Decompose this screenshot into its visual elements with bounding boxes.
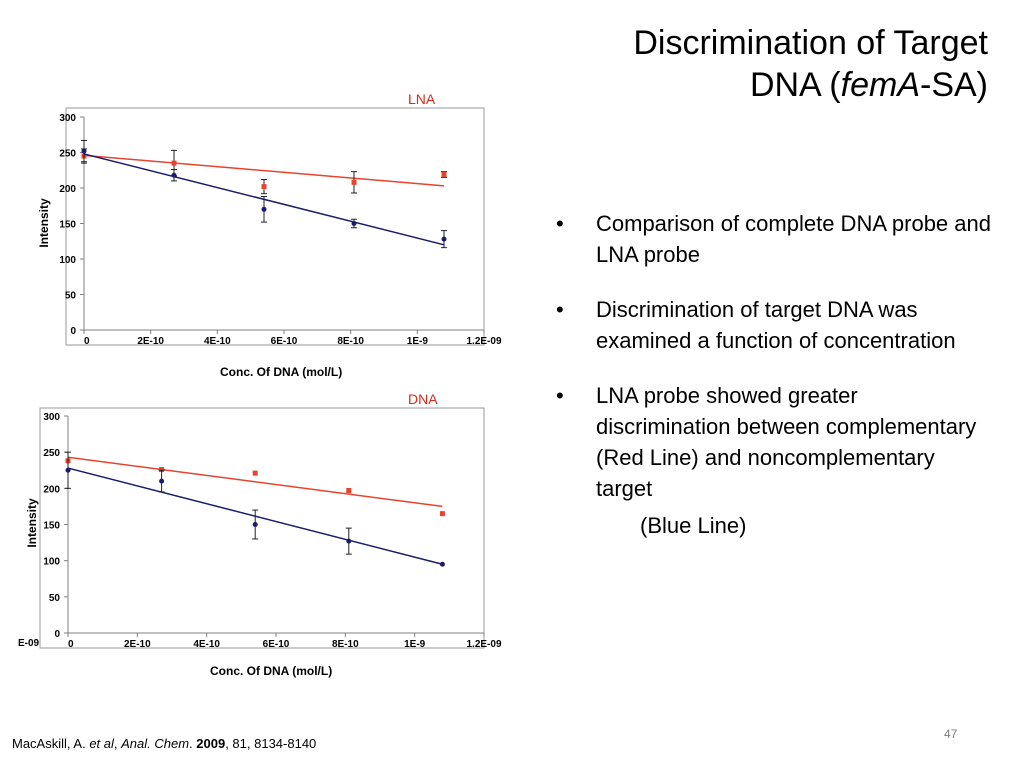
y-tick-label: 0 bbox=[54, 629, 60, 640]
x-tick-label: 2E-10 bbox=[137, 336, 164, 347]
blue-data-point bbox=[65, 467, 71, 473]
bullet-list: • Comparison of complete DNA probe and L… bbox=[556, 208, 996, 565]
bullet-text: Discrimination of target DNA was examine… bbox=[596, 297, 956, 353]
blue-data-point bbox=[261, 206, 267, 212]
bullet-dot-icon: • bbox=[556, 297, 564, 322]
bullet-item: • Comparison of complete DNA probe and L… bbox=[556, 208, 996, 270]
citation-etal: et al bbox=[89, 736, 114, 751]
red-data-point bbox=[441, 172, 447, 178]
y-tick-label: 200 bbox=[43, 484, 60, 495]
citation: MacAskill, A. et al, Anal. Chem. 2009, 8… bbox=[12, 736, 317, 751]
blue-data-point bbox=[346, 538, 352, 544]
title-line-1: Discrimination of Target bbox=[633, 24, 988, 62]
page-number: 47 bbox=[944, 727, 958, 741]
x-tick-label: 6E-10 bbox=[263, 639, 290, 650]
title-line-2: DNA (femA-SA) bbox=[468, 64, 988, 106]
bullet-item: • Discrimination of target DNA was exami… bbox=[556, 294, 996, 356]
title-line-2-pre: DNA ( bbox=[749, 66, 841, 104]
slide-title: Discrimination of Target DNA (femA-SA) bbox=[468, 22, 988, 106]
x-tick-label: 2E-10 bbox=[124, 639, 151, 650]
title-line-2-post: -SA) bbox=[920, 66, 988, 104]
red-data-point bbox=[351, 179, 357, 185]
red-data-point bbox=[346, 488, 352, 494]
blue-data-point bbox=[439, 561, 445, 567]
bullet-dot-icon: • bbox=[556, 383, 564, 408]
red-data-point bbox=[159, 467, 165, 473]
citation-authors: MacAskill, A. bbox=[12, 736, 86, 751]
red-data-point bbox=[261, 184, 267, 190]
x-tick-label: 8E-10 bbox=[332, 639, 359, 650]
bullet-subtext: (Blue Line) bbox=[640, 513, 747, 538]
y-axis-label: Intensity bbox=[37, 198, 51, 248]
chart-2-label: DNA bbox=[408, 391, 438, 407]
red-data-point bbox=[252, 470, 258, 476]
bullet-text: LNA probe showed greater discrimination … bbox=[596, 383, 977, 501]
x-tick-label: 0 bbox=[84, 336, 90, 347]
bullet-dot-icon: • bbox=[556, 211, 564, 236]
citation-year: 2009 bbox=[196, 736, 226, 751]
y-tick-label: 100 bbox=[43, 557, 60, 568]
bullet-text: Comparison of complete DNA probe and LNA… bbox=[596, 211, 991, 267]
red-data-point bbox=[171, 160, 177, 166]
y-tick-label: 300 bbox=[59, 113, 76, 124]
red-data-point bbox=[439, 511, 445, 517]
x-tick-label: 1.2E-09 bbox=[466, 336, 501, 347]
blue-data-point bbox=[351, 221, 357, 226]
chart-2-frame bbox=[39, 407, 485, 649]
y-tick-label: 150 bbox=[43, 521, 60, 532]
y-tick-label: 200 bbox=[59, 184, 76, 195]
blue-data-point bbox=[171, 172, 177, 178]
chart-2-xlabel: Conc. Of DNA (mol/L) bbox=[210, 664, 333, 678]
red-trend-line bbox=[83, 154, 445, 187]
x-tick-label: 6E-10 bbox=[271, 336, 298, 347]
blue-data-point bbox=[441, 236, 447, 242]
red-trend-line bbox=[67, 456, 443, 508]
y-tick-label: 150 bbox=[59, 220, 76, 231]
chart-1-label: LNA bbox=[408, 91, 436, 107]
citation-journal: Anal. Chem bbox=[121, 736, 190, 751]
y-tick-label: 300 bbox=[43, 412, 60, 423]
x-tick-label: 4E-10 bbox=[193, 639, 220, 650]
title-line-2-gene: femA bbox=[840, 66, 920, 104]
x-tick-label: 8E-10 bbox=[337, 336, 364, 347]
x-tick-label: 4E-10 bbox=[204, 336, 231, 347]
x-tick-label: 1E-9 bbox=[404, 639, 426, 650]
y-tick-label: 0 bbox=[70, 326, 76, 337]
y-tick-label: 50 bbox=[49, 593, 61, 604]
y-tick-label: 250 bbox=[43, 448, 60, 459]
blue-data-point bbox=[81, 148, 87, 154]
x-tick-label: 1.2E-09 bbox=[466, 639, 501, 650]
x-tick-label: 0 bbox=[68, 639, 74, 650]
y-axis-label: Intensity bbox=[25, 498, 39, 548]
blue-data-point bbox=[252, 522, 258, 527]
blue-data-point bbox=[159, 478, 165, 484]
y-tick-label: 100 bbox=[59, 255, 76, 266]
y-tick-label: 250 bbox=[59, 149, 76, 160]
chart-1-xlabel: Conc. Of DNA (mol/L) bbox=[220, 365, 343, 379]
citation-rest: , 81, 8134-8140 bbox=[225, 736, 317, 751]
bullet-item: • LNA probe showed greater discriminatio… bbox=[556, 380, 996, 541]
x-extra-tick-label: E-09 bbox=[18, 638, 40, 649]
y-tick-label: 50 bbox=[65, 291, 77, 302]
chart-1-frame bbox=[65, 107, 485, 346]
x-tick-label: 1E-9 bbox=[407, 336, 429, 347]
